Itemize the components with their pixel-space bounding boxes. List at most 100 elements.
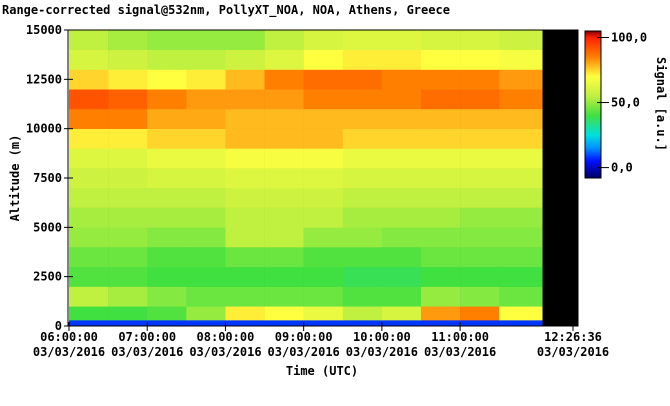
heatmap-cell — [108, 320, 148, 327]
heatmap-cell — [460, 247, 500, 268]
heatmap-cell — [460, 320, 500, 327]
heatmap-cell — [499, 30, 543, 51]
y-axis-label: Altitude (m) — [8, 135, 22, 222]
heatmap-cell — [303, 148, 344, 169]
heatmap-cell — [420, 69, 461, 90]
heatmap-cell — [420, 187, 461, 208]
heatmap-cell — [342, 108, 383, 129]
heatmap-cell — [264, 69, 304, 90]
heatmap-cell — [186, 207, 226, 228]
heatmap-cell — [342, 306, 383, 321]
heatmap-cell — [420, 247, 461, 268]
colorbar-label: Signal [a.u.] — [654, 57, 668, 151]
x-tick-label: 10:00:00 03/03/2016 — [346, 330, 418, 359]
heatmap-cell — [225, 108, 265, 129]
heatmap-cell — [186, 49, 226, 70]
heatmap-cell — [225, 247, 265, 268]
heatmap-cell — [381, 30, 422, 51]
heatmap-cell — [264, 320, 304, 327]
heatmap-cell — [264, 128, 304, 149]
heatmap-cell — [303, 49, 344, 70]
heatmap-cell — [108, 69, 148, 90]
heatmap-cell — [499, 69, 543, 90]
heatmap-cell — [186, 30, 226, 51]
heatmap-cell — [225, 286, 265, 307]
heatmap-cell — [460, 168, 500, 189]
heatmap-cell — [108, 30, 148, 51]
heatmap-cell — [108, 148, 148, 169]
x-tick-label: 06:00:00 03/03/2016 — [33, 330, 105, 359]
heatmap-cell — [499, 89, 543, 110]
heatmap-cell — [342, 247, 383, 268]
heatmap-cell — [147, 266, 187, 287]
heatmap-cell — [420, 320, 461, 327]
heatmap-cell — [147, 320, 187, 327]
heatmap-cell — [303, 108, 344, 129]
heatmap-cell — [381, 49, 422, 70]
heatmap-cell — [420, 89, 461, 110]
heatmap-cell — [264, 207, 304, 228]
heatmap-cell — [225, 207, 265, 228]
heatmap-cell — [225, 168, 265, 189]
heatmap-cell — [69, 168, 109, 189]
heatmap-cell — [342, 30, 383, 51]
heatmap-cell — [69, 108, 109, 129]
heatmap-cell — [264, 108, 304, 129]
heatmap-cell — [381, 306, 422, 321]
heatmap-cell — [147, 69, 187, 90]
heatmap-cell — [460, 49, 500, 70]
y-tick-label: 15000 — [26, 23, 62, 37]
heatmap-cell — [420, 108, 461, 129]
heatmap-cell — [147, 207, 187, 228]
heatmap-cell — [460, 69, 500, 90]
heatmap-cell — [499, 306, 543, 321]
x-tick-label: 07:00:00 03/03/2016 — [111, 330, 183, 359]
heatmap-cell — [264, 286, 304, 307]
heatmap-cell — [303, 207, 344, 228]
heatmap-cell — [264, 168, 304, 189]
heatmap-cell — [460, 148, 500, 169]
heatmap-cell — [499, 148, 543, 169]
heatmap-cell — [147, 148, 187, 169]
heatmap-cell — [147, 108, 187, 129]
heatmap-cell — [186, 89, 226, 110]
heatmap-cell — [147, 227, 187, 248]
heatmap-cell — [186, 286, 226, 307]
heatmap-cell — [186, 148, 226, 169]
heatmap-cell — [69, 148, 109, 169]
colorbar-tick-label: 50,0 — [611, 96, 640, 110]
heatmap-cell — [499, 187, 543, 208]
heatmap-cell — [225, 69, 265, 90]
heatmap-cell — [186, 69, 226, 90]
colorbar — [584, 30, 602, 179]
heatmap-cell — [303, 286, 344, 307]
heatmap-cell — [108, 227, 148, 248]
heatmap-cell — [186, 247, 226, 268]
y-tick-label: 10000 — [26, 122, 62, 136]
heatmap-cell — [147, 187, 187, 208]
chart-title: Range-corrected signal@532nm, PollyXT_NO… — [2, 3, 450, 18]
heatmap-cell — [303, 128, 344, 149]
heatmap-cell — [264, 148, 304, 169]
heatmap-cell — [342, 207, 383, 228]
heatmap-cell — [108, 187, 148, 208]
heatmap-cell — [186, 128, 226, 149]
heatmap-cell — [264, 266, 304, 287]
heatmap-cell — [420, 30, 461, 51]
heatmap-cell — [499, 108, 543, 129]
heatmap-cell — [69, 247, 109, 268]
heatmap-cell — [420, 266, 461, 287]
heatmap-cell — [69, 49, 109, 70]
heatmap-cell — [69, 89, 109, 110]
heatmap-cell — [381, 320, 422, 327]
heatmap-cell — [381, 89, 422, 110]
heatmap-cell — [460, 266, 500, 287]
heatmap-cell — [303, 227, 344, 248]
heatmap-cell — [381, 266, 422, 287]
heatmap-cell — [342, 89, 383, 110]
heatmap-cell — [303, 306, 344, 321]
heatmap-cell — [186, 320, 226, 327]
heatmap-cell — [381, 187, 422, 208]
heatmap-cell — [147, 286, 187, 307]
y-tick-label: 0 — [55, 319, 62, 333]
